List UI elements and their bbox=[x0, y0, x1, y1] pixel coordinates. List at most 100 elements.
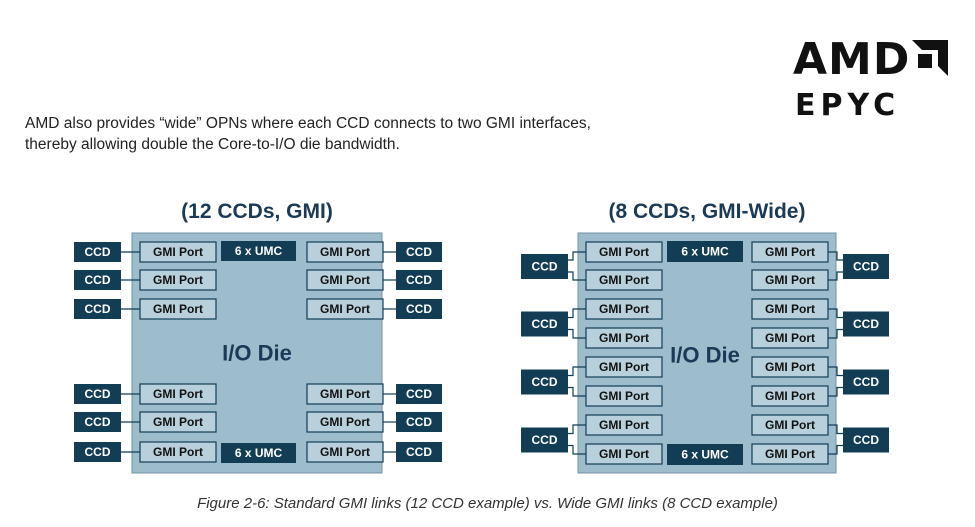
standard-umc-bottom bbox=[221, 443, 296, 463]
wide-link-left-2a bbox=[568, 308, 586, 319]
standard-ccd-left-2 bbox=[74, 270, 121, 290]
wide-umc-top bbox=[667, 241, 743, 262]
standard-umc-top bbox=[221, 241, 296, 261]
wide-umc-top-label: 6 x UMC bbox=[681, 245, 729, 259]
standard-ccd-right-1-label: CCD bbox=[406, 245, 432, 259]
standard-ccd-right-4 bbox=[396, 384, 442, 404]
wide-gmi-port-right-6-label: GMI Port bbox=[765, 389, 815, 403]
standard-gmi-port-left-5-label: GMI Port bbox=[153, 415, 203, 429]
standard-ccd-left-2-label: CCD bbox=[85, 273, 111, 287]
wide-link-left-3b bbox=[568, 386, 586, 397]
standard-diagram-title: (12 CCDs, GMI) bbox=[181, 200, 333, 223]
wide-link-right-2a bbox=[828, 308, 843, 319]
wide-umc-bottom-label: 6 x UMC bbox=[681, 448, 729, 462]
wide-ccd-right-1 bbox=[843, 254, 889, 279]
standard-ccd-right-5 bbox=[396, 412, 442, 432]
wide-link-right-3a bbox=[828, 366, 843, 377]
standard-ccd-right-6 bbox=[396, 442, 442, 462]
standard-ccd-right-3-label: CCD bbox=[406, 302, 432, 316]
standard-gmi-port-left-6-label: GMI Port bbox=[153, 445, 203, 459]
intro-paragraph: AMD also provides “wide” OPNs where each… bbox=[25, 113, 625, 155]
wide-ccd-right-2-label: CCD bbox=[853, 317, 879, 331]
standard-ccd-right-5-label: CCD bbox=[406, 415, 432, 429]
wide-gmi-port-left-8-label: GMI Port bbox=[599, 447, 649, 461]
wide-ccd-right-3-label: CCD bbox=[853, 375, 879, 389]
wide-gmi-port-right-3-label: GMI Port bbox=[765, 302, 815, 316]
wide-ccd-left-1-label: CCD bbox=[532, 260, 558, 274]
wide-link-left-4b bbox=[568, 444, 586, 455]
intro-line-2: thereby allowing double the Core-to-I/O … bbox=[25, 136, 400, 153]
wide-link-right-4a bbox=[828, 424, 843, 435]
standard-gmi-port-right-4-label: GMI Port bbox=[320, 387, 370, 401]
standard-ccd-left-1 bbox=[74, 242, 121, 262]
wide-gmi-port-right-8-label: GMI Port bbox=[765, 447, 815, 461]
standard-io-die-label: I/O Die bbox=[222, 341, 292, 366]
standard-gmi-port-left-4-label: GMI Port bbox=[153, 387, 203, 401]
standard-ccd-left-3-label: CCD bbox=[85, 302, 111, 316]
wide-link-left-4a bbox=[568, 424, 586, 435]
wide-ccd-right-2 bbox=[843, 311, 889, 337]
wide-link-right-1b bbox=[828, 271, 843, 281]
wide-link-left-2b bbox=[568, 328, 586, 339]
wide-ccd-left-3-label: CCD bbox=[532, 375, 558, 389]
standard-ccd-right-2-label: CCD bbox=[406, 273, 432, 287]
wide-ccd-left-2 bbox=[521, 311, 568, 337]
logo-amd-text: AMD bbox=[793, 34, 911, 85]
wide-ccd-left-4-label: CCD bbox=[532, 433, 558, 447]
standard-umc-bottom-label: 6 x UMC bbox=[235, 446, 283, 460]
standard-gmi-port-left-1-label: GMI Port bbox=[153, 245, 203, 259]
standard-ccd-left-5 bbox=[74, 412, 121, 432]
standard-gmi-port-right-1-label: GMI Port bbox=[320, 245, 370, 259]
wide-umc-bottom bbox=[667, 444, 743, 465]
wide-gmi-port-left-3-label: GMI Port bbox=[599, 302, 649, 316]
wide-ccd-left-1 bbox=[521, 254, 568, 279]
wide-link-left-1b bbox=[568, 271, 586, 281]
standard-gmi-port-right-5-label: GMI Port bbox=[320, 415, 370, 429]
wide-diagram-title: (8 CCDs, GMI-Wide) bbox=[608, 200, 806, 223]
standard-ccd-right-4-label: CCD bbox=[406, 387, 432, 401]
standard-ccd-left-1-label: CCD bbox=[85, 245, 111, 259]
standard-gmi-port-right-2-label: GMI Port bbox=[320, 273, 370, 287]
intro-line-1: AMD also provides “wide” OPNs where each… bbox=[25, 115, 591, 132]
standard-ccd-right-2 bbox=[396, 270, 442, 290]
standard-gmi-port-left-2-label: GMI Port bbox=[153, 273, 203, 287]
standard-ccd-left-4 bbox=[74, 384, 121, 404]
amd-epyc-logo: AMD EPYC bbox=[793, 38, 953, 123]
wide-gmi-port-left-1-label: GMI Port bbox=[599, 245, 649, 259]
wide-gmi-port-right-2-label: GMI Port bbox=[765, 273, 815, 287]
wide-link-right-1a bbox=[828, 251, 843, 261]
wide-ccd-left-3 bbox=[521, 369, 568, 395]
wide-ccd-left-2-label: CCD bbox=[532, 317, 558, 331]
wide-gmi-port-left-2-label: GMI Port bbox=[599, 273, 649, 287]
standard-gmi-port-right-6-label: GMI Port bbox=[320, 445, 370, 459]
wide-ccd-left-4 bbox=[521, 427, 568, 453]
wide-ccd-right-3 bbox=[843, 369, 889, 395]
standard-ccd-right-1 bbox=[396, 242, 442, 262]
standard-ccd-left-5-label: CCD bbox=[85, 415, 111, 429]
wide-gmi-port-left-6-label: GMI Port bbox=[599, 389, 649, 403]
standard-ccd-left-4-label: CCD bbox=[85, 387, 111, 401]
wide-gmi-port-left-4-label: GMI Port bbox=[599, 331, 649, 345]
standard-ccd-left-6-label: CCD bbox=[85, 445, 111, 459]
standard-ccd-left-3 bbox=[74, 299, 121, 319]
wide-ccd-right-1-label: CCD bbox=[853, 260, 879, 274]
wide-link-right-2b bbox=[828, 328, 843, 339]
wide-gmi-port-left-7-label: GMI Port bbox=[599, 418, 649, 432]
wide-link-left-1a bbox=[568, 251, 586, 261]
wide-gmi-port-right-1-label: GMI Port bbox=[765, 245, 815, 259]
wide-link-left-3a bbox=[568, 366, 586, 377]
wide-ccd-right-4-label: CCD bbox=[853, 433, 879, 447]
wide-gmi-port-right-5-label: GMI Port bbox=[765, 360, 815, 374]
standard-ccd-right-3 bbox=[396, 299, 442, 319]
figure-caption: Figure 2-6: Standard GMI links (12 CCD e… bbox=[197, 495, 778, 512]
wide-gmi-port-left-5-label: GMI Port bbox=[599, 360, 649, 374]
standard-gmi-port-left-3-label: GMI Port bbox=[153, 302, 203, 316]
wide-ccd-right-4 bbox=[843, 427, 889, 453]
wide-gmi-port-right-7-label: GMI Port bbox=[765, 418, 815, 432]
standard-umc-top-label: 6 x UMC bbox=[235, 244, 283, 258]
amd-arrow-icon bbox=[912, 40, 948, 76]
standard-ccd-right-6-label: CCD bbox=[406, 445, 432, 459]
standard-gmi-port-right-3-label: GMI Port bbox=[320, 302, 370, 316]
logo-epyc-text: EPYC bbox=[795, 88, 901, 123]
